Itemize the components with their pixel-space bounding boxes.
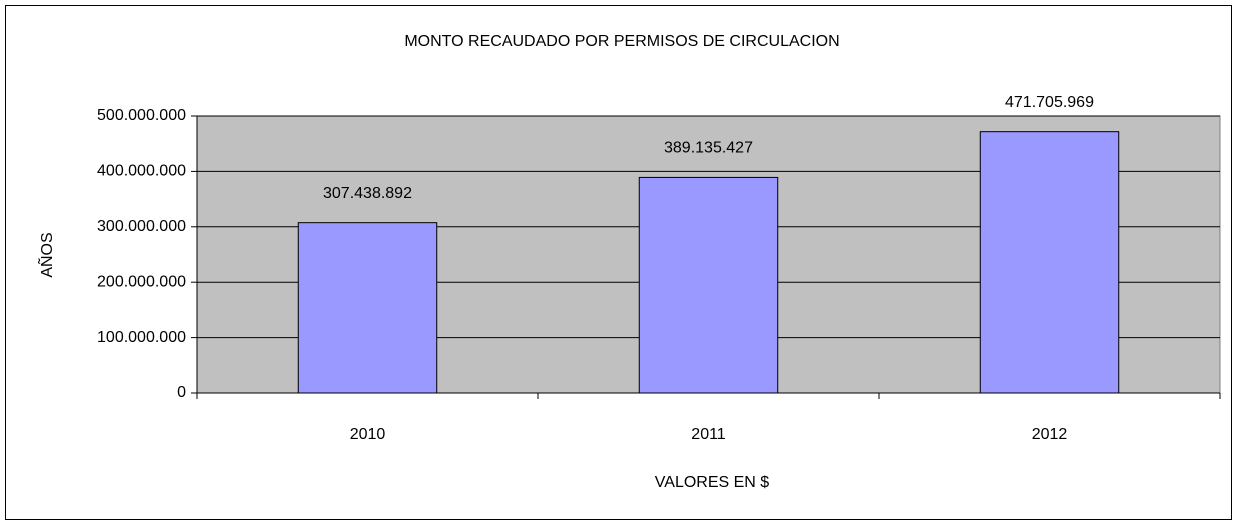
bar <box>979 131 1120 394</box>
y-tick-label: 0 <box>177 384 186 401</box>
y-tick-label: 100.000.000 <box>97 329 186 346</box>
x-tick-label: 2011 <box>691 426 726 443</box>
y-tick-label: 200.000.000 <box>97 273 186 290</box>
y-tick-label: 300.000.000 <box>97 218 186 235</box>
chart-title: MONTO RECAUDADO POR PERMISOS DE CIRCULAC… <box>404 33 839 50</box>
data-label: 307.438.892 <box>323 185 412 202</box>
data-label: 471.705.969 <box>1005 94 1094 111</box>
bar <box>297 222 438 394</box>
x-tick-label: 2010 <box>350 426 386 443</box>
y-axis-label: AÑOS <box>36 232 56 277</box>
data-label: 389.135.427 <box>664 140 753 157</box>
y-tick-label: 400.000.000 <box>97 163 186 180</box>
x-tick-label: 2012 <box>1032 426 1068 443</box>
x-axis-label: VALORES EN $ <box>655 474 770 491</box>
bar <box>638 176 779 394</box>
y-tick-label: 500.000.000 <box>97 107 186 124</box>
